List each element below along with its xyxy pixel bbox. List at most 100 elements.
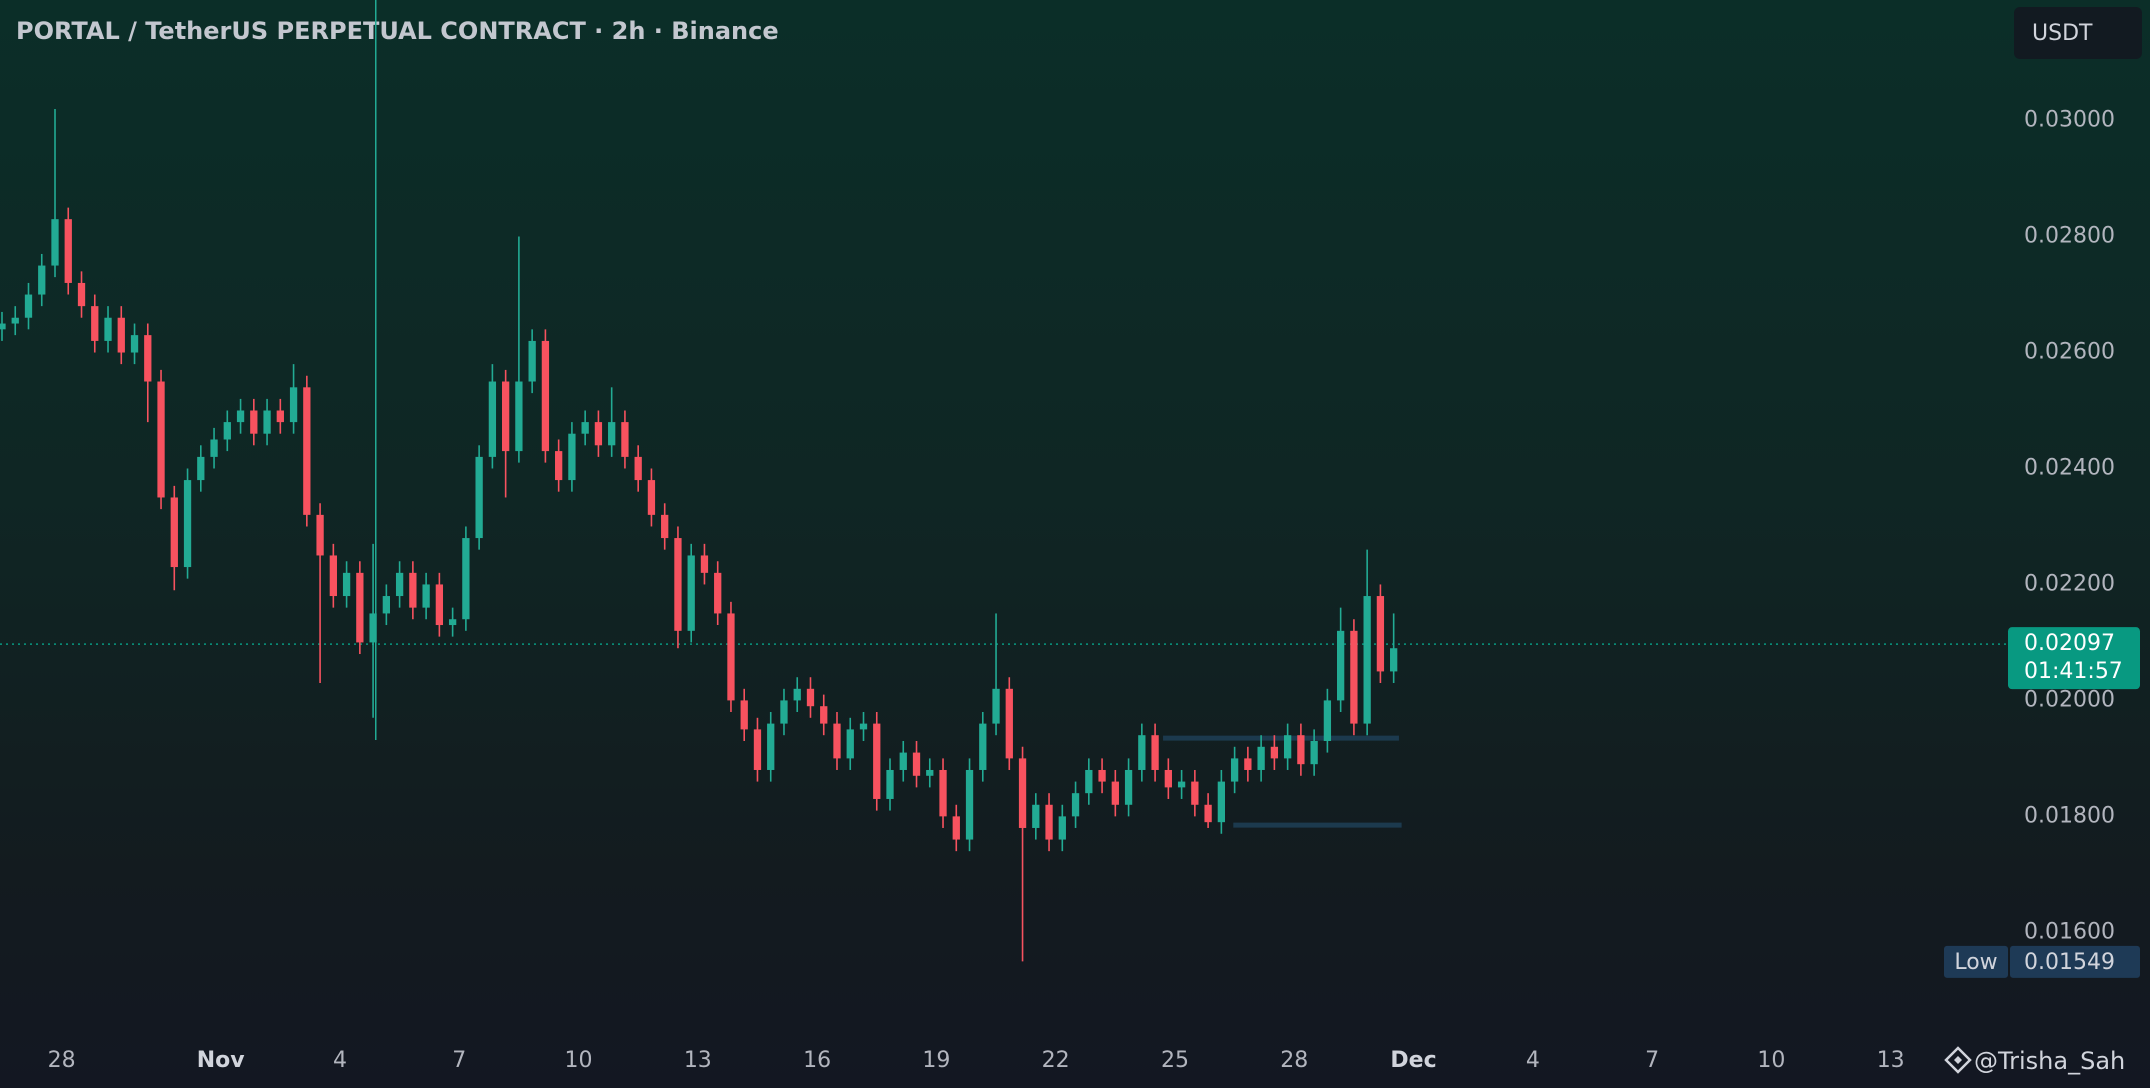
y-tick-label: 0.02000 bbox=[2024, 687, 2115, 712]
watermark-dot bbox=[1954, 1056, 1962, 1064]
candle-body bbox=[1151, 735, 1159, 770]
candle-body bbox=[1297, 735, 1305, 765]
candle-body bbox=[952, 816, 960, 840]
candle-body bbox=[1085, 769, 1093, 794]
low-value: 0.01549 bbox=[2024, 950, 2115, 975]
chart-title: PORTAL / TetherUS PERPETUAL CONTRACT · 2… bbox=[16, 17, 779, 45]
candle-body bbox=[157, 381, 165, 498]
candle-body bbox=[38, 265, 46, 295]
candle-body bbox=[316, 514, 324, 556]
candle-body bbox=[1045, 804, 1053, 840]
candle-body bbox=[833, 723, 841, 759]
candle-body bbox=[753, 729, 762, 770]
candle-body bbox=[647, 480, 656, 515]
candle-body bbox=[926, 769, 934, 776]
candle-body bbox=[979, 723, 987, 770]
x-tick-label: 10 bbox=[565, 1048, 593, 1073]
candle-body bbox=[435, 584, 444, 626]
x-tick-label: 28 bbox=[1280, 1048, 1308, 1073]
candle-body bbox=[223, 422, 231, 440]
candle-body bbox=[674, 538, 682, 631]
candle-body bbox=[144, 335, 152, 382]
candle-body bbox=[568, 433, 576, 481]
candle-body bbox=[687, 555, 695, 631]
candle-body bbox=[727, 613, 735, 701]
candle-body bbox=[1283, 735, 1292, 759]
x-tick-label: 28 bbox=[48, 1048, 76, 1073]
candle-body bbox=[77, 282, 86, 307]
candle-body bbox=[1058, 816, 1066, 840]
candle-body bbox=[342, 572, 351, 597]
current-price-tag bbox=[2008, 627, 2140, 690]
y-tick-label: 0.01800 bbox=[2024, 803, 2115, 828]
y-tick-label: 0.02800 bbox=[2024, 224, 2115, 249]
candle-body bbox=[1230, 758, 1239, 782]
candle-body bbox=[1310, 740, 1318, 765]
candle-body bbox=[250, 410, 258, 434]
x-tick-label: 16 bbox=[803, 1048, 831, 1073]
y-tick-label: 0.01600 bbox=[2024, 919, 2115, 944]
candle-body bbox=[64, 219, 72, 283]
candle-body bbox=[488, 381, 497, 457]
candle-body bbox=[303, 387, 311, 515]
candle-body bbox=[621, 422, 629, 457]
candle-body bbox=[634, 456, 642, 481]
candle-body bbox=[91, 306, 99, 341]
candle-body bbox=[395, 572, 404, 597]
candle-body bbox=[183, 480, 192, 568]
candle-body bbox=[1032, 804, 1040, 828]
candle-body bbox=[873, 723, 881, 799]
currency-label[interactable]: USDT bbox=[2032, 21, 2093, 46]
watermark-icon bbox=[1944, 1046, 1972, 1074]
candle-body bbox=[236, 410, 245, 423]
candle-body bbox=[1018, 758, 1027, 828]
x-tick-label: 7 bbox=[452, 1048, 466, 1073]
candle-body bbox=[210, 439, 218, 457]
candle-body bbox=[886, 769, 894, 799]
candle-body bbox=[1098, 769, 1106, 782]
candle-body bbox=[1191, 781, 1199, 805]
candle-body bbox=[289, 387, 298, 423]
x-tick-label: 25 bbox=[1161, 1048, 1189, 1073]
candle-body bbox=[912, 752, 921, 776]
x-tick-label: 19 bbox=[922, 1048, 950, 1073]
candle-body bbox=[714, 572, 722, 614]
candle-body bbox=[130, 335, 139, 353]
candle-body bbox=[1376, 596, 1385, 672]
candle-body bbox=[541, 340, 550, 452]
x-tick-label: 22 bbox=[1042, 1048, 1070, 1073]
candle-body bbox=[594, 422, 603, 446]
candle-body bbox=[555, 451, 563, 481]
candle-body bbox=[104, 317, 112, 341]
y-tick-label: 0.03000 bbox=[2024, 108, 2115, 133]
candle-body bbox=[806, 688, 815, 707]
candle-body bbox=[1363, 596, 1371, 724]
currency-button[interactable] bbox=[2014, 7, 2142, 59]
candle-body bbox=[448, 619, 457, 626]
candle-body bbox=[1071, 793, 1080, 817]
candle-body bbox=[11, 317, 19, 324]
candle-body bbox=[369, 613, 377, 643]
candle-body bbox=[992, 688, 1000, 724]
candle-body bbox=[263, 410, 271, 434]
candle-body bbox=[422, 584, 430, 608]
candle-body bbox=[740, 700, 748, 730]
x-tick-label: 13 bbox=[684, 1048, 712, 1073]
candle-body bbox=[409, 572, 417, 608]
candle-body bbox=[1270, 746, 1279, 759]
candle-body bbox=[846, 729, 854, 759]
candle-body bbox=[767, 723, 775, 770]
candle-body bbox=[1138, 735, 1146, 770]
candle-body bbox=[1337, 630, 1345, 701]
countdown-label: 01:41:57 bbox=[2024, 659, 2123, 684]
candle-body bbox=[820, 706, 828, 724]
candle-body bbox=[1177, 781, 1186, 788]
candle-body bbox=[1005, 688, 1013, 759]
candle-body bbox=[700, 555, 709, 573]
candle-body bbox=[899, 752, 907, 770]
candle-body bbox=[462, 538, 470, 620]
x-tick-label: 13 bbox=[1877, 1048, 1905, 1073]
candle-body bbox=[1257, 746, 1265, 770]
candle-body bbox=[1217, 781, 1226, 823]
